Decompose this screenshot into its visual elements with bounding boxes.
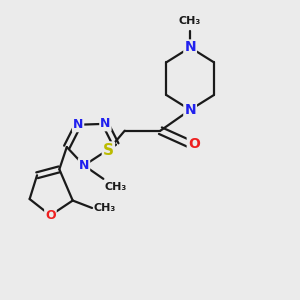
Text: CH₃: CH₃ bbox=[105, 182, 127, 192]
Text: S: S bbox=[103, 142, 114, 158]
Text: N: N bbox=[100, 117, 111, 130]
Text: N: N bbox=[79, 159, 89, 172]
Text: N: N bbox=[73, 118, 83, 131]
Text: O: O bbox=[45, 209, 56, 222]
Text: O: O bbox=[188, 137, 200, 151]
Text: N: N bbox=[184, 40, 196, 55]
Text: CH₃: CH₃ bbox=[179, 16, 201, 26]
Text: CH₃: CH₃ bbox=[94, 203, 116, 213]
Text: N: N bbox=[184, 103, 196, 117]
